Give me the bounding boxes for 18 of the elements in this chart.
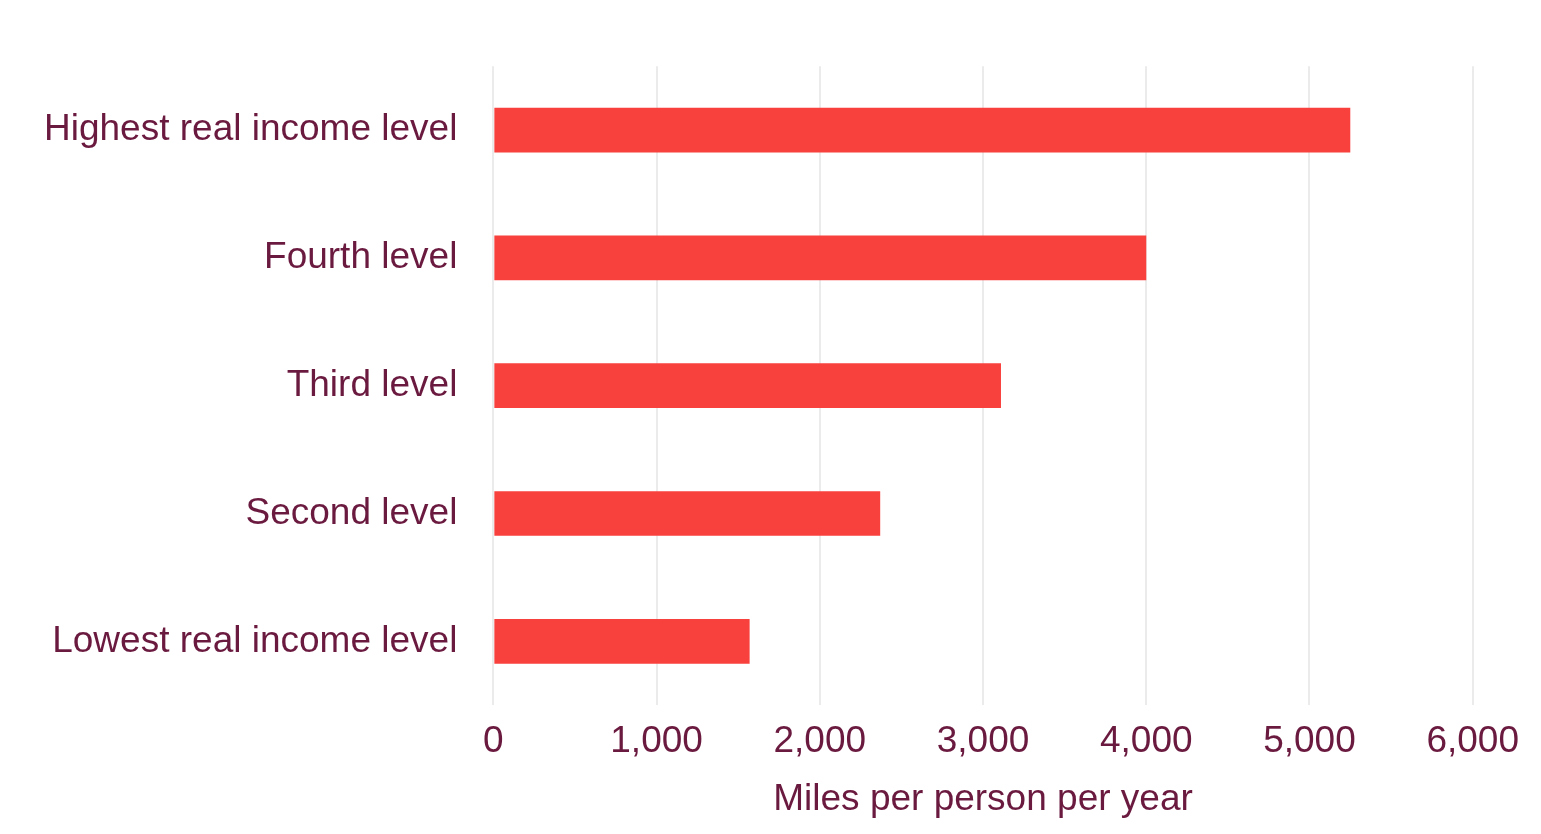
x-tick-label: 1,000 [610,718,703,760]
bar [494,363,1001,409]
y-tick-label: Fourth level [264,235,458,277]
bar [494,107,1351,153]
x-tick-label: 2,000 [773,718,867,760]
bar [494,618,750,664]
bar [494,491,881,536]
x-tick-label: 4,000 [1099,718,1193,760]
x-tick-label: 5,000 [1263,718,1356,760]
y-tick-label: Highest real income level [44,107,458,149]
x-tick-label: 6,000 [1426,718,1519,760]
x-tick-label: 0 [483,718,504,760]
y-tick-label: Third level [286,362,458,404]
y-tick-label: Lowest real income level [52,618,458,660]
y-tick-label: Second level [245,490,458,532]
bar [494,235,1147,281]
x-tick-label: 3,000 [936,718,1030,760]
x-axis-title: Miles per person per year [773,777,1193,818]
